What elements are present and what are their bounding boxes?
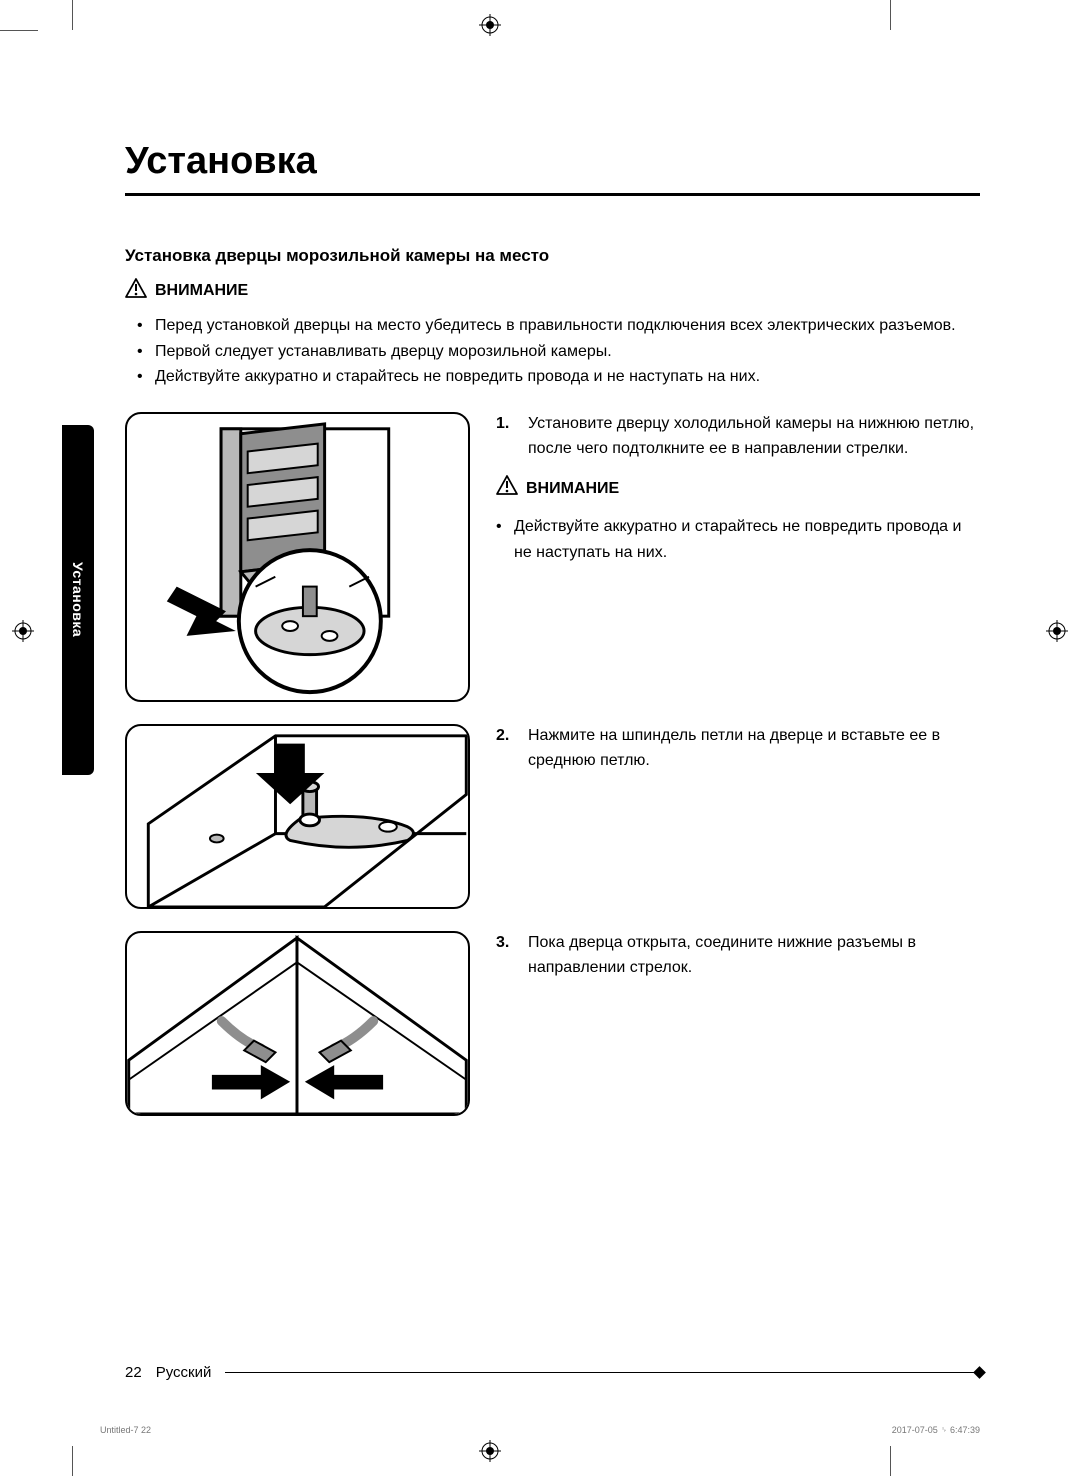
step-number: 1. [496,412,518,462]
page-number: 22 [125,1364,142,1381]
warning-heading: ВНИМАНИЕ [496,475,980,504]
crop-mark [72,0,73,30]
section-tab-label: Установка [70,562,86,637]
warning-icon [496,475,518,504]
figure-3 [125,931,470,1116]
crop-mark [72,1446,73,1476]
imposition-footer: Untitled-7 22 2017-07-05 ␠ 6:47:39 [100,1425,980,1436]
section-tab: Установка [62,425,94,775]
section-subhead: Установка дверцы морозильной камеры на м… [125,246,980,266]
step-2: 2. Нажмите на шпиндель петли на дверце и… [125,724,980,909]
step-body: Нажмите на шпиндель петли на дверце и вс… [528,724,980,774]
registration-mark-icon [479,14,501,36]
title-rule [125,193,980,196]
step-3-text: 3. Пока дверца открыта, соедините нижние… [496,931,980,981]
imposition-left: Untitled-7 22 [100,1425,151,1436]
step-3: 3. Пока дверца открыта, соедините нижние… [125,931,980,1116]
step-1-text: 1. Установите дверцу холодильной камеры … [496,412,980,588]
page-footer: 22 Русский [125,1364,980,1381]
step-2-text: 2. Нажмите на шпиндель петли на дверце и… [496,724,980,774]
figure-2 [125,724,470,909]
step-body: Установите дверцу холодильной камеры на … [528,412,980,462]
registration-mark-icon [12,620,34,642]
bullet-item: Действуйте аккуратно и старайтесь не пов… [514,514,980,565]
registration-mark-icon [479,1440,501,1462]
warning-icon [125,278,147,303]
crop-mark [890,0,891,30]
page-title: Установка [125,140,980,183]
intro-bullet-list: Перед установкой дверцы на место убедите… [155,313,980,390]
footer-rule [225,1372,980,1373]
crop-mark [0,30,38,31]
bullet-item: Перед установкой дверцы на место убедите… [155,313,980,339]
figure-1 [125,412,470,702]
bullet-item: Действуйте аккуратно и старайтесь не пов… [155,364,980,390]
warning-label: ВНИМАНИЕ [526,477,619,502]
step-number: 2. [496,724,518,774]
registration-mark-icon [1046,620,1068,642]
step-number: 3. [496,931,518,981]
warning-label: ВНИМАНИЕ [155,282,248,300]
manual-page: Установка Установка Установка дверцы мор… [0,0,1080,1476]
crop-mark [890,1446,891,1476]
bullet-item: Первой следует устанавливать дверцу моро… [155,339,980,365]
step-1: 1. Установите дверцу холодильной камеры … [125,412,980,702]
imposition-right: 2017-07-05 ␠ 6:47:39 [892,1425,980,1436]
footer-language: Русский [156,1364,212,1381]
steps-container: 1. Установите дверцу холодильной камеры … [125,412,980,1116]
step-body: Пока дверца открыта, соедините нижние ра… [528,931,980,981]
warning-heading: ВНИМАНИЕ [125,278,980,303]
